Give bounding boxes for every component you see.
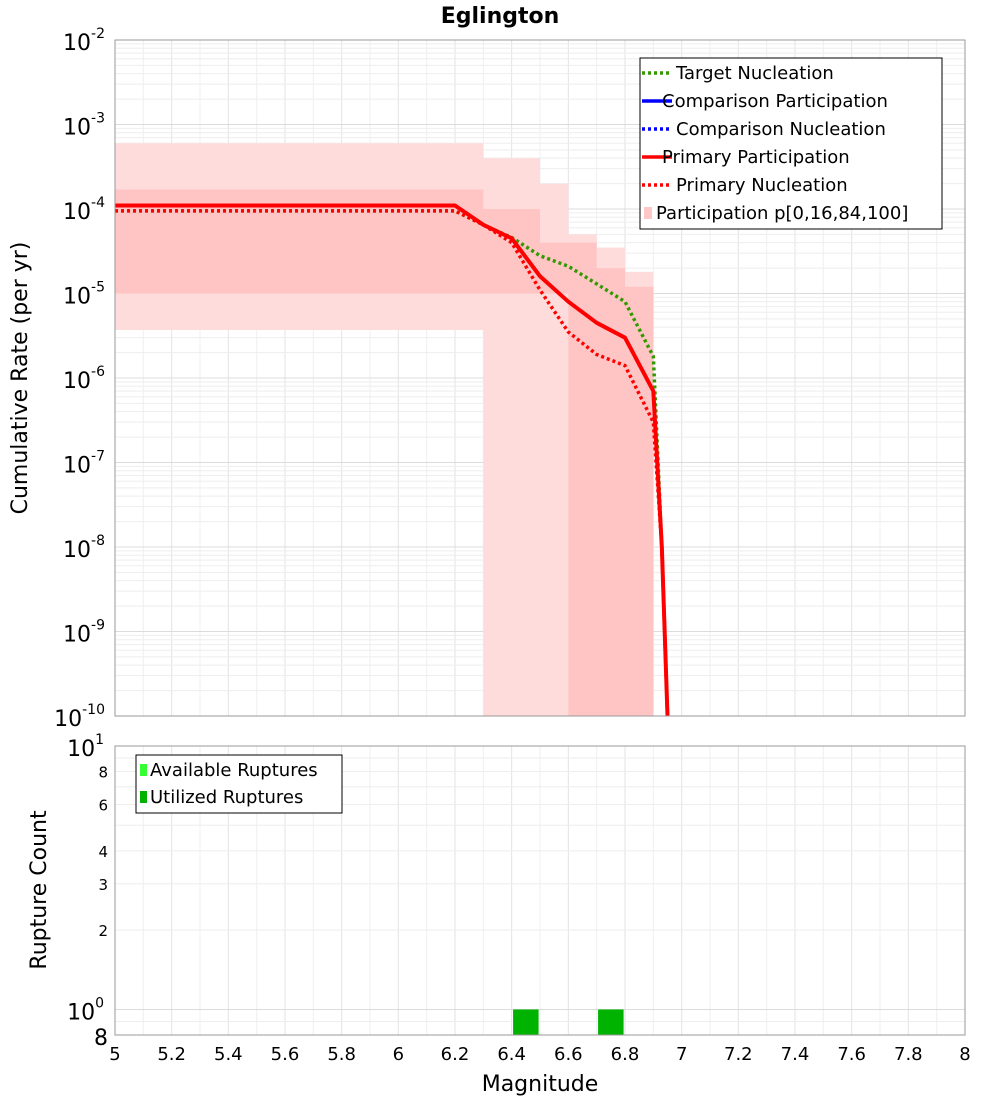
y-tick-label: 3 — [98, 876, 108, 894]
y-tick-base: 10 — [63, 200, 91, 225]
top-plot-bands — [115, 143, 654, 716]
y-tick-label: 8 — [98, 764, 108, 782]
x-tick-label: 5.4 — [214, 1044, 243, 1065]
y-tick-label: 10-10 — [54, 702, 105, 732]
y-tick-base: 10 — [63, 369, 91, 394]
percentile-band — [115, 189, 654, 716]
y-tick-exponent: -7 — [91, 449, 105, 465]
bottom-plot-grid — [114, 745, 966, 1036]
x-tick-label: 5.8 — [327, 1044, 356, 1065]
y-tick-exponent: -3 — [91, 111, 105, 127]
x-tick-label: 5 — [109, 1044, 120, 1065]
bottom-plot-bars — [513, 1009, 624, 1035]
x-tick-label: 7.2 — [724, 1044, 753, 1065]
legend-label: Participation p[0,16,84,100] — [656, 203, 908, 224]
top-y-axis-label: Cumulative Rate (per yr) — [8, 242, 33, 515]
y-tick-exponent: -2 — [91, 26, 105, 42]
y-tick-base: 10 — [63, 623, 91, 648]
top-plot-frame — [114, 39, 966, 717]
y-tick-base: 10 — [63, 116, 91, 141]
legend-swatch — [140, 791, 147, 803]
x-tick-label: 6.6 — [554, 1044, 583, 1065]
legend-label: Comparison Participation — [662, 91, 888, 112]
y-tick-exponent: -6 — [91, 364, 105, 380]
y-tick-base: 10 — [63, 31, 91, 56]
top-legend: Target Nucleation Comparison Participatio… — [639, 57, 943, 230]
legend-swatch — [140, 764, 147, 776]
y-tick-label: 10-9 — [63, 618, 105, 648]
bottom-y-axis-label: Rupture Count — [27, 810, 52, 970]
series-line — [115, 209, 670, 717]
y-tick-label: 2 — [98, 922, 108, 940]
legend-label: Utilized Ruptures — [150, 787, 303, 808]
y-tick-base: 10 — [63, 538, 91, 563]
y-tick-exponent: 1 — [95, 732, 104, 748]
x-tick-label: 7.4 — [781, 1044, 810, 1065]
y-tick-label: 10-6 — [63, 364, 105, 394]
top-legend-box — [639, 57, 943, 230]
y-tick-label: 4 — [98, 843, 108, 861]
legend-label: Primary Participation — [662, 147, 850, 168]
rupture-bar — [598, 1009, 624, 1035]
y-tick-label: 6 — [98, 796, 108, 814]
bottom-plot-frame — [114, 745, 966, 1036]
y-tick-label: 101 — [67, 732, 104, 762]
y-tick-label: 10-2 — [63, 26, 105, 56]
x-tick-label: 6.8 — [611, 1044, 640, 1065]
y-tick-label: 10-7 — [63, 449, 105, 479]
y-tick-label: 100 — [67, 995, 104, 1025]
legend-label: Comparison Nucleation — [676, 119, 886, 140]
x-tick-label: 7.8 — [894, 1044, 923, 1065]
y-tick-label: 10-4 — [63, 195, 105, 225]
x-tick-label: 6.2 — [441, 1044, 470, 1065]
x-axis-ticks: 5 5.2 5.4 5.6 5.8 6 6.2 6.4 6.6 6.8 7 7.2 7.4 7.6 7.8 8 — [109, 1044, 970, 1065]
y-tick-exponent: -5 — [91, 280, 105, 296]
y-tick-exponent: 0 — [95, 995, 104, 1011]
legend-label: Target Nucleation — [675, 63, 834, 84]
legend-label: Primary Nucleation — [676, 175, 848, 196]
top-plot-y-ticks: 10-210-310-410-510-610-710-810-910-10 — [54, 26, 105, 732]
y-tick-base: 10 — [54, 707, 82, 732]
y-tick-exponent: -10 — [82, 702, 105, 718]
y-tick-label: 10-5 — [63, 280, 105, 310]
y-tick-label: 10-8 — [63, 533, 105, 563]
x-tick-label: 7.6 — [837, 1044, 866, 1065]
y-tick-base: 10 — [67, 737, 95, 762]
rupture-bar — [513, 1009, 539, 1035]
y-tick-exponent: -9 — [91, 618, 105, 634]
x-tick-label: 6 — [393, 1044, 404, 1065]
legend-swatch — [644, 207, 652, 219]
y-tick-label: 10-3 — [63, 111, 105, 141]
bottom-legend-box — [135, 754, 343, 814]
top-plot-series — [115, 203, 670, 717]
y-tick-base: 10 — [63, 285, 91, 310]
y-tick-exponent: -4 — [91, 195, 105, 211]
x-tick-label: 5.2 — [157, 1044, 186, 1065]
x-tick-label: 8 — [959, 1044, 970, 1065]
y-tick-base: 10 — [63, 454, 91, 479]
y-tick-base: 10 — [67, 1000, 95, 1025]
legend-label: Available Ruptures — [150, 760, 318, 781]
x-tick-label: 6.4 — [497, 1044, 526, 1065]
x-axis-label: Magnitude — [482, 1072, 599, 1097]
x-tick-label: 7 — [676, 1044, 687, 1065]
x-tick-label: 5.6 — [271, 1044, 300, 1065]
bottom-legend-items: Available Ruptures Utilized Ruptures — [140, 760, 318, 808]
y-tick-exponent: -8 — [91, 533, 105, 549]
top-legend-items: Target Nucleation Comparison Participatio… — [642, 63, 908, 224]
chart-title: Eglington — [441, 4, 560, 29]
bottom-legend: Available Ruptures Utilized Ruptures — [135, 754, 343, 814]
y-tick-label: 8 — [94, 1026, 108, 1051]
